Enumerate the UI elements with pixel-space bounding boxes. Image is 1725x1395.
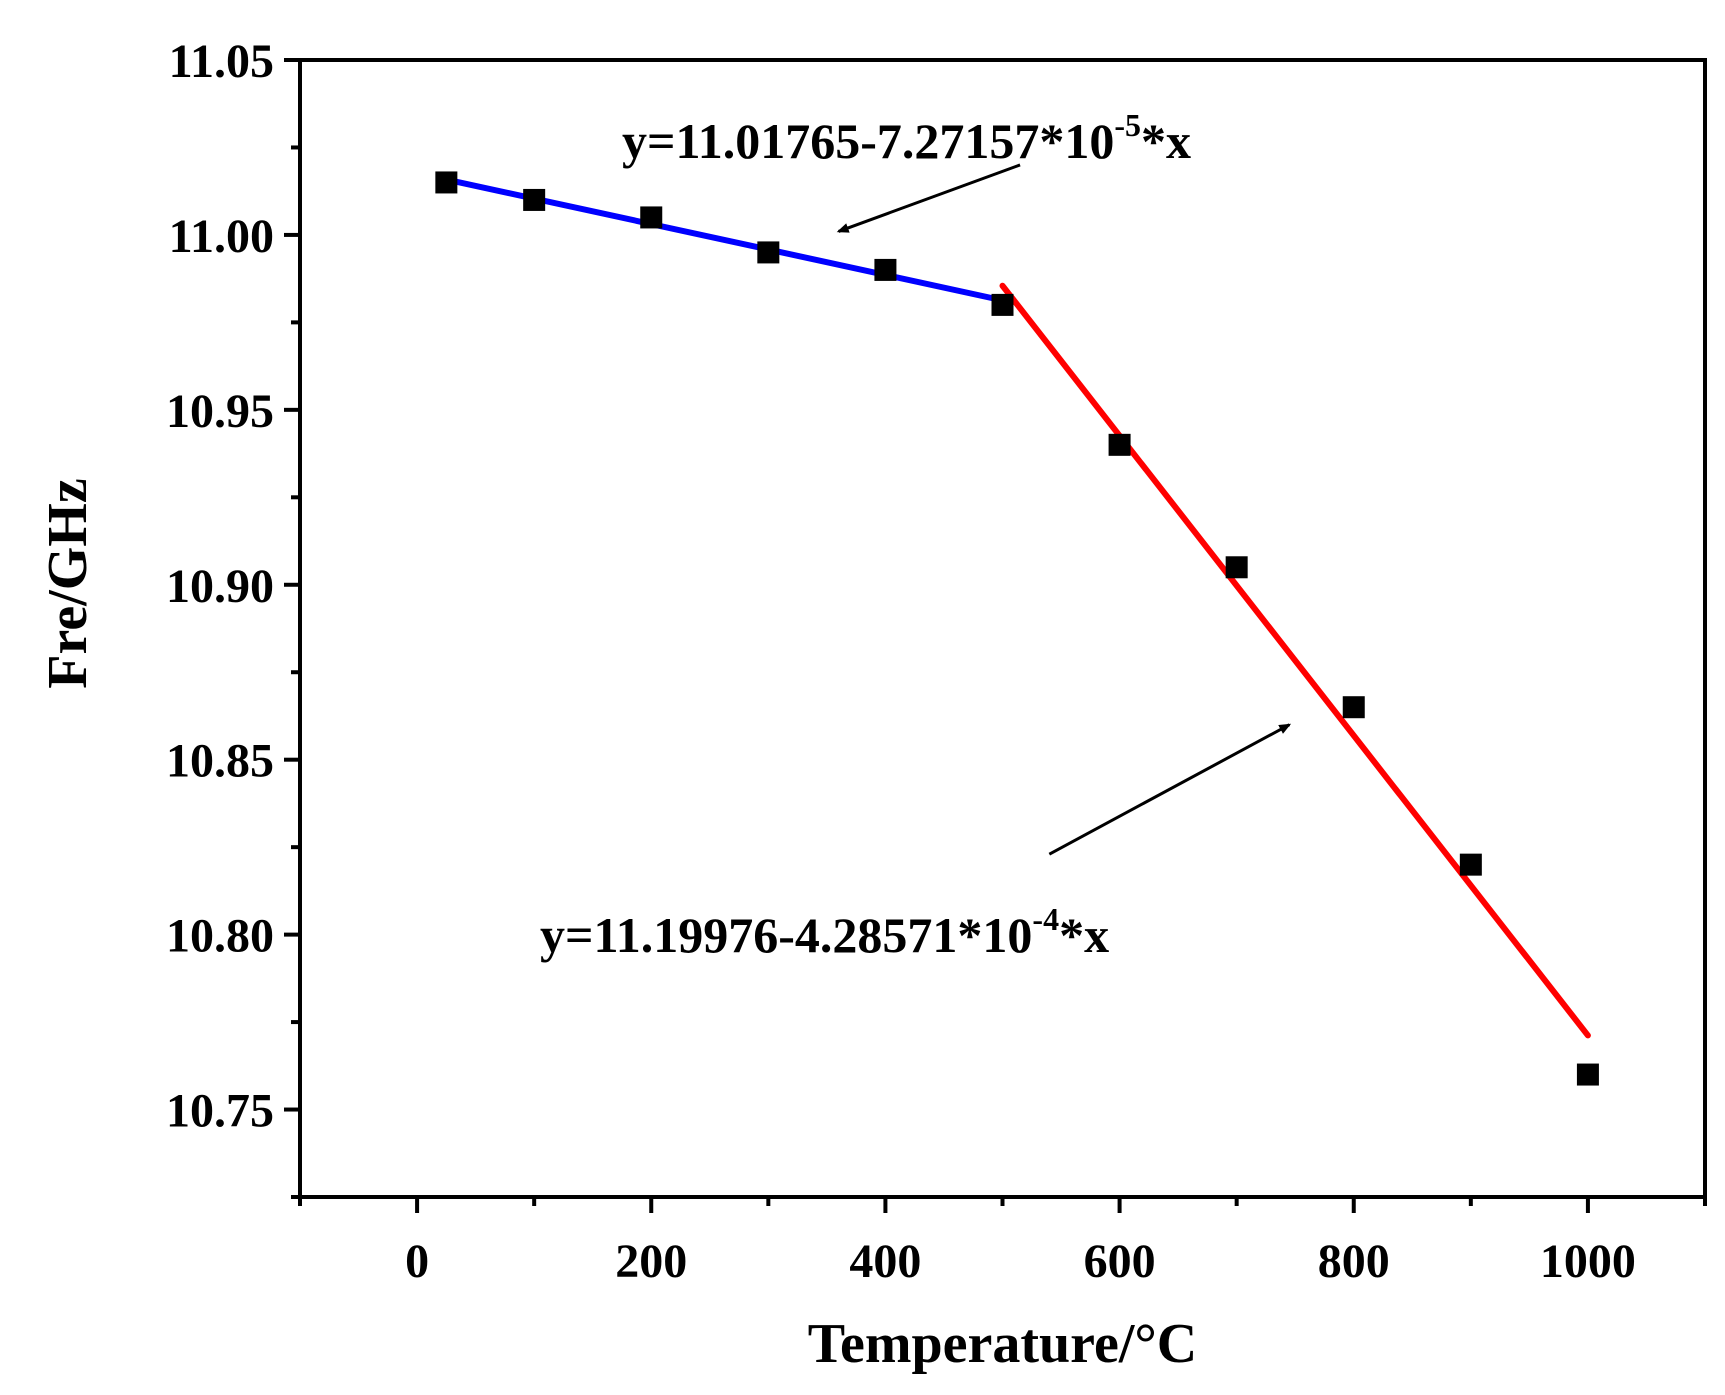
fit-low-equation-suffix: *x: [1141, 113, 1191, 169]
x-axis-title: Temperature/°C: [808, 1313, 1197, 1375]
y-axis-title: Fre/GHz: [37, 478, 99, 688]
fit-high-annotation-arrow: [1048, 723, 1292, 856]
data-point: [640, 206, 663, 229]
x-tick-label: 800: [1318, 1235, 1390, 1288]
y-tick-label: 10.90: [166, 560, 274, 613]
data-point: [1459, 853, 1482, 876]
y-tick-label: 11.00: [169, 210, 274, 263]
data-point: [991, 293, 1014, 316]
data-point: [1342, 696, 1365, 719]
x-tick-label: 200: [615, 1235, 687, 1288]
x-tick-label: 0: [405, 1235, 429, 1288]
y-tick-label: 11.05: [169, 35, 274, 88]
axis-ticks: [284, 58, 1707, 1213]
data-points: [435, 171, 1599, 1086]
fit-high-equation-prefix: y=11.19976-4.28571*10: [540, 907, 1032, 963]
data-point: [523, 188, 546, 211]
data-point: [1225, 556, 1248, 579]
x-tick-label: 400: [849, 1235, 921, 1288]
tick-labels: 0 200 400 600 800 1000 10.75 10.80 10.85 10.90 10.…: [166, 35, 1636, 1288]
fit-high-equation-suffix: *x: [1059, 907, 1109, 963]
x-tick-label: 600: [1084, 1235, 1156, 1288]
fit-low-annotation-arrow: [836, 163, 1021, 233]
y-tick-label: 10.75: [166, 1085, 274, 1138]
fit-high-equation: y=11.19976-4.28571*10-4*x: [540, 901, 1109, 963]
fit-high-equation-exponent: -4: [1032, 901, 1059, 937]
y-tick-label: 10.95: [166, 385, 274, 438]
data-point: [757, 241, 780, 264]
y-tick-label: 10.85: [166, 735, 274, 788]
data-point: [435, 171, 458, 194]
x-tick-label: 1000: [1540, 1235, 1636, 1288]
plot-frame: [298, 58, 1707, 1199]
data-point: [1108, 433, 1131, 456]
fit-high-line: [999, 282, 1591, 1039]
fit-low-equation-prefix: y=11.01765-7.27157*10: [622, 113, 1114, 169]
y-tick-label: 10.80: [166, 910, 274, 963]
fit-low-equation: y=11.01765-7.27157*10-5*x: [622, 107, 1191, 169]
data-point: [874, 258, 897, 281]
fit-low-equation-exponent: -5: [1114, 107, 1141, 143]
data-point: [1576, 1063, 1599, 1086]
